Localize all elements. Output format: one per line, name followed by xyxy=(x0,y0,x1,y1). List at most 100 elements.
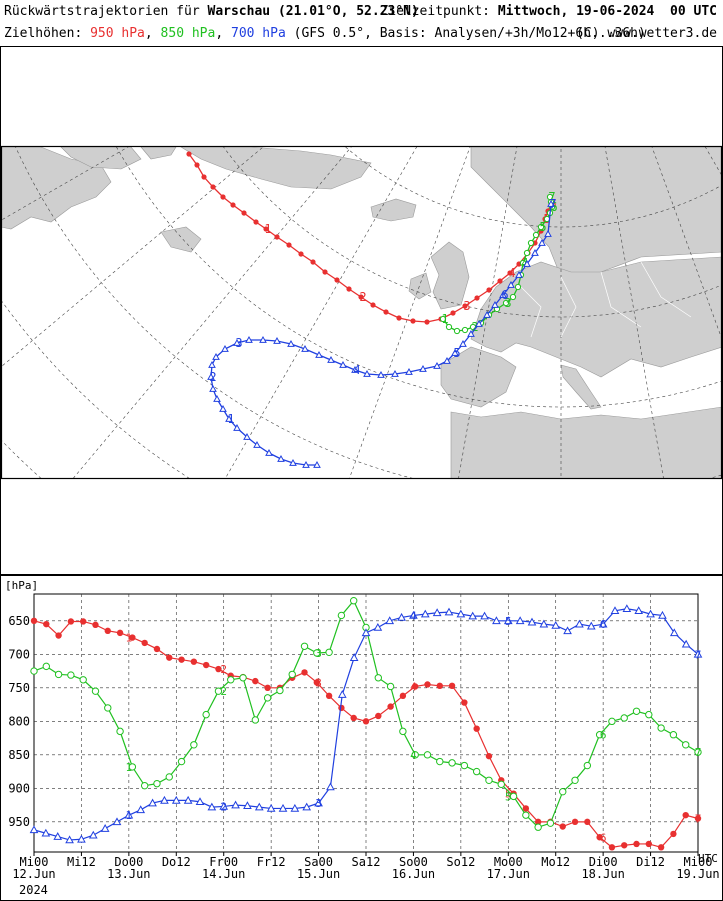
data-point xyxy=(621,842,628,849)
data-point xyxy=(485,776,493,784)
data-point xyxy=(461,699,468,706)
data-point xyxy=(411,683,419,690)
data-point xyxy=(575,619,584,628)
data-point xyxy=(276,686,284,695)
trajectory-point xyxy=(433,361,441,369)
data-point xyxy=(620,714,628,722)
trajectory-point xyxy=(424,319,430,325)
land-europe xyxy=(470,256,722,378)
data-point xyxy=(436,682,443,690)
data-point xyxy=(129,634,136,641)
trajectory-day-label: 5 xyxy=(453,346,460,360)
trajectory-point xyxy=(289,458,297,466)
series-700-hPa: 1 2 3 4 5 6 7 xyxy=(29,604,703,844)
location-coords: (21.01°O, 52.23°N) xyxy=(277,4,419,19)
data-point xyxy=(527,617,537,626)
data-point xyxy=(608,717,616,726)
data-point xyxy=(337,611,346,620)
data-point xyxy=(503,616,513,625)
trajectory-point xyxy=(363,369,371,377)
data-point xyxy=(227,676,235,684)
data-point xyxy=(473,725,480,732)
data-point xyxy=(325,648,333,657)
data-point xyxy=(112,817,122,826)
data-point xyxy=(254,802,264,811)
data-point xyxy=(522,805,530,812)
data-point xyxy=(350,714,357,722)
y-tick-label: 650 xyxy=(8,614,30,628)
data-point xyxy=(177,757,186,766)
data-point xyxy=(373,622,383,631)
data-point xyxy=(53,832,63,840)
trajectory-day-label: 3 xyxy=(463,299,470,313)
x-tick-label: Sa00 xyxy=(304,855,333,869)
data-point xyxy=(214,687,223,695)
data-point xyxy=(178,656,185,663)
day-label: 3 xyxy=(315,647,322,660)
longitude-line xyxy=(1,146,265,368)
data-point xyxy=(546,819,555,827)
data-point xyxy=(92,621,99,629)
data-point xyxy=(608,844,616,851)
x-tick-label: Di00 xyxy=(589,855,618,869)
model-info: (GFS 0.5°, Basis: Analysen/+3h/Mo12+6h..… xyxy=(285,26,646,41)
x-tick-label: Mi12 xyxy=(67,855,96,869)
trajectory-point xyxy=(245,335,253,343)
trajectory-day-label: 7 xyxy=(549,197,556,211)
x-tick-label: Do00 xyxy=(114,855,143,869)
trajectory-point xyxy=(298,251,304,257)
data-point xyxy=(645,710,653,719)
trajectory-point xyxy=(410,318,416,324)
data-point xyxy=(694,748,702,756)
day-label: 2 xyxy=(220,800,227,813)
trajectory-point xyxy=(515,270,523,278)
trajectory-point xyxy=(287,339,295,347)
data-point xyxy=(266,803,276,812)
trajectory-point xyxy=(491,300,499,308)
data-point xyxy=(313,679,321,686)
trajectory-day-label: 6 xyxy=(501,288,508,302)
target-time-line: Zielzeitpunkt: Mittwoch, 19-06-2024 00 U… xyxy=(380,4,717,19)
data-point xyxy=(411,751,419,759)
data-point xyxy=(67,671,75,679)
trajectory-point xyxy=(286,242,292,248)
trajectory-point xyxy=(186,151,192,157)
data-point xyxy=(88,830,98,839)
data-point xyxy=(633,840,640,848)
pressure-chart: [hPa] 650 700 750 800 850 900 950 Mi00 Mi12 Do00… xyxy=(5,579,720,897)
trajectory-point xyxy=(263,226,269,232)
trajectory-point xyxy=(538,238,546,246)
x-tick-label: Do12 xyxy=(162,855,191,869)
data-point xyxy=(124,810,134,819)
trajectory-point xyxy=(547,199,555,207)
longitude-line xyxy=(72,146,353,479)
trajectory-point xyxy=(221,344,229,352)
trajectory-point xyxy=(445,323,453,331)
levels-label: Zielhöhen: xyxy=(4,26,91,41)
data-point xyxy=(472,767,481,776)
data-point xyxy=(300,642,309,650)
data-point xyxy=(251,716,260,724)
data-point xyxy=(397,612,406,621)
data-point xyxy=(534,823,542,831)
trajectory-point xyxy=(546,193,554,201)
trajectory-point xyxy=(544,229,552,237)
map-borders xyxy=(520,261,692,338)
data-point xyxy=(657,844,665,851)
y-axis-label: [hPa] xyxy=(5,579,38,592)
x-date-label: 15.Jun xyxy=(297,867,340,881)
trajectory-point xyxy=(537,223,545,231)
land-greenland xyxy=(179,146,372,190)
data-point xyxy=(571,818,579,826)
map-land xyxy=(1,146,722,479)
data-point xyxy=(669,628,679,637)
trajectory-point xyxy=(486,287,492,293)
pressure-panel: [hPa] 650 700 750 800 850 900 950 Mi00 Mi12 Do00… xyxy=(0,575,723,901)
data-point xyxy=(140,781,149,790)
data-point xyxy=(264,684,271,692)
data-point xyxy=(634,606,644,615)
trajectory-point xyxy=(461,326,469,334)
trajectory-point xyxy=(210,184,216,190)
land-ireland xyxy=(408,272,432,300)
trajectory-point xyxy=(474,295,480,301)
